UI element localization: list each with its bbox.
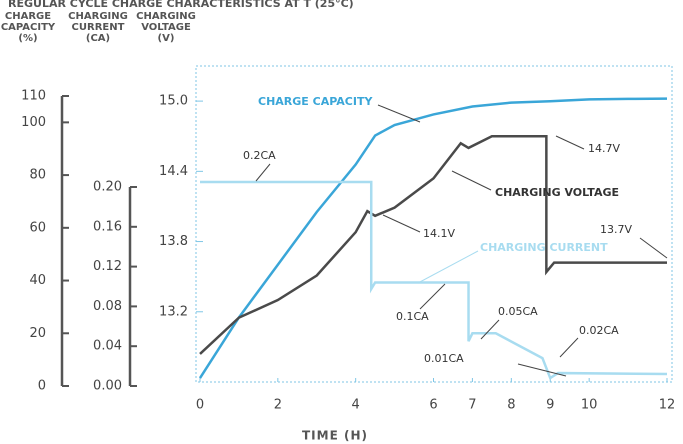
y-tick-label: 0.20 bbox=[93, 180, 122, 195]
x-tick-label: 2 bbox=[274, 398, 282, 413]
leader-line bbox=[417, 250, 479, 284]
y-tick-label: 60 bbox=[29, 220, 46, 235]
x-tick-label: 7 bbox=[468, 398, 476, 413]
series-line bbox=[200, 180, 668, 380]
x-tick-label: 8 bbox=[507, 398, 515, 413]
y-tick-label: 14.4 bbox=[159, 164, 188, 179]
y-tick-label: 0.16 bbox=[93, 219, 122, 234]
leader-line bbox=[559, 337, 579, 358]
annotation: 0.1CA bbox=[396, 310, 429, 323]
y-tick-label: 13.8 bbox=[159, 234, 188, 249]
axis-title: CHARGING bbox=[68, 11, 128, 22]
series-label: CHARGING CURRENT bbox=[480, 241, 608, 254]
y-tick-label: 0.08 bbox=[93, 299, 122, 314]
leader-line bbox=[480, 319, 500, 340]
annotation: 0.02CA bbox=[579, 324, 619, 337]
x-tick-label: 6 bbox=[429, 398, 437, 413]
annotation: 13.7V bbox=[600, 223, 632, 236]
y-tick-label: 40 bbox=[29, 273, 46, 288]
leader-line bbox=[377, 104, 421, 123]
annotation: 0.2CA bbox=[243, 149, 276, 162]
y-tick-label: 80 bbox=[29, 168, 46, 183]
axis-title: (%) bbox=[18, 33, 37, 44]
y-tick-label: 0.12 bbox=[93, 259, 122, 274]
y-tick-label: 0 bbox=[38, 379, 46, 394]
axis-title: (V) bbox=[158, 33, 175, 44]
y-tick-label: 20 bbox=[29, 326, 46, 341]
axis-title: (CA) bbox=[86, 33, 110, 44]
series-line bbox=[199, 134, 667, 355]
y-tick-label: 100 bbox=[21, 115, 46, 130]
series-label: CHARGE CAPACITY bbox=[258, 95, 373, 108]
x-tick-label: 12 bbox=[659, 398, 676, 413]
y-tick-label: 0.04 bbox=[93, 339, 122, 354]
leader-line bbox=[639, 237, 668, 259]
axis-title: CURRENT bbox=[72, 22, 125, 33]
chart-title: REGULAR CYCLE CHARGE CHARACTERISTICS AT … bbox=[8, 0, 354, 10]
y-tick-label: 0.00 bbox=[93, 379, 122, 394]
x-tick-label: 10 bbox=[581, 398, 598, 413]
y-tick-label: 13.2 bbox=[159, 304, 188, 319]
leader-line bbox=[419, 283, 446, 310]
axis-title: CHARGE bbox=[5, 11, 51, 22]
axis-title: CAPACITY bbox=[1, 22, 56, 33]
leader-line bbox=[382, 214, 421, 233]
axis-title: VOLTAGE bbox=[141, 22, 191, 33]
annotation: 14.1V bbox=[423, 227, 455, 240]
annotation: 0.01CA bbox=[424, 352, 464, 365]
x-tick-label: 9 bbox=[546, 398, 554, 413]
leader-line bbox=[255, 163, 271, 182]
annotation: 14.7V bbox=[588, 142, 620, 155]
leader-line bbox=[517, 363, 567, 377]
annotation: 0.05CA bbox=[498, 305, 538, 318]
series-label: CHARGING VOLTAGE bbox=[495, 186, 619, 199]
y-tick-label: 15.0 bbox=[159, 94, 188, 109]
y-tick-label: 110 bbox=[21, 89, 46, 104]
x-tick-label: 0 bbox=[196, 398, 204, 413]
leader-line bbox=[451, 170, 492, 191]
axis-title: CHARGING bbox=[136, 11, 196, 22]
leader-line bbox=[555, 135, 585, 150]
x-tick-label: 4 bbox=[352, 398, 360, 413]
x-axis-title: TIME (H) bbox=[302, 429, 368, 443]
